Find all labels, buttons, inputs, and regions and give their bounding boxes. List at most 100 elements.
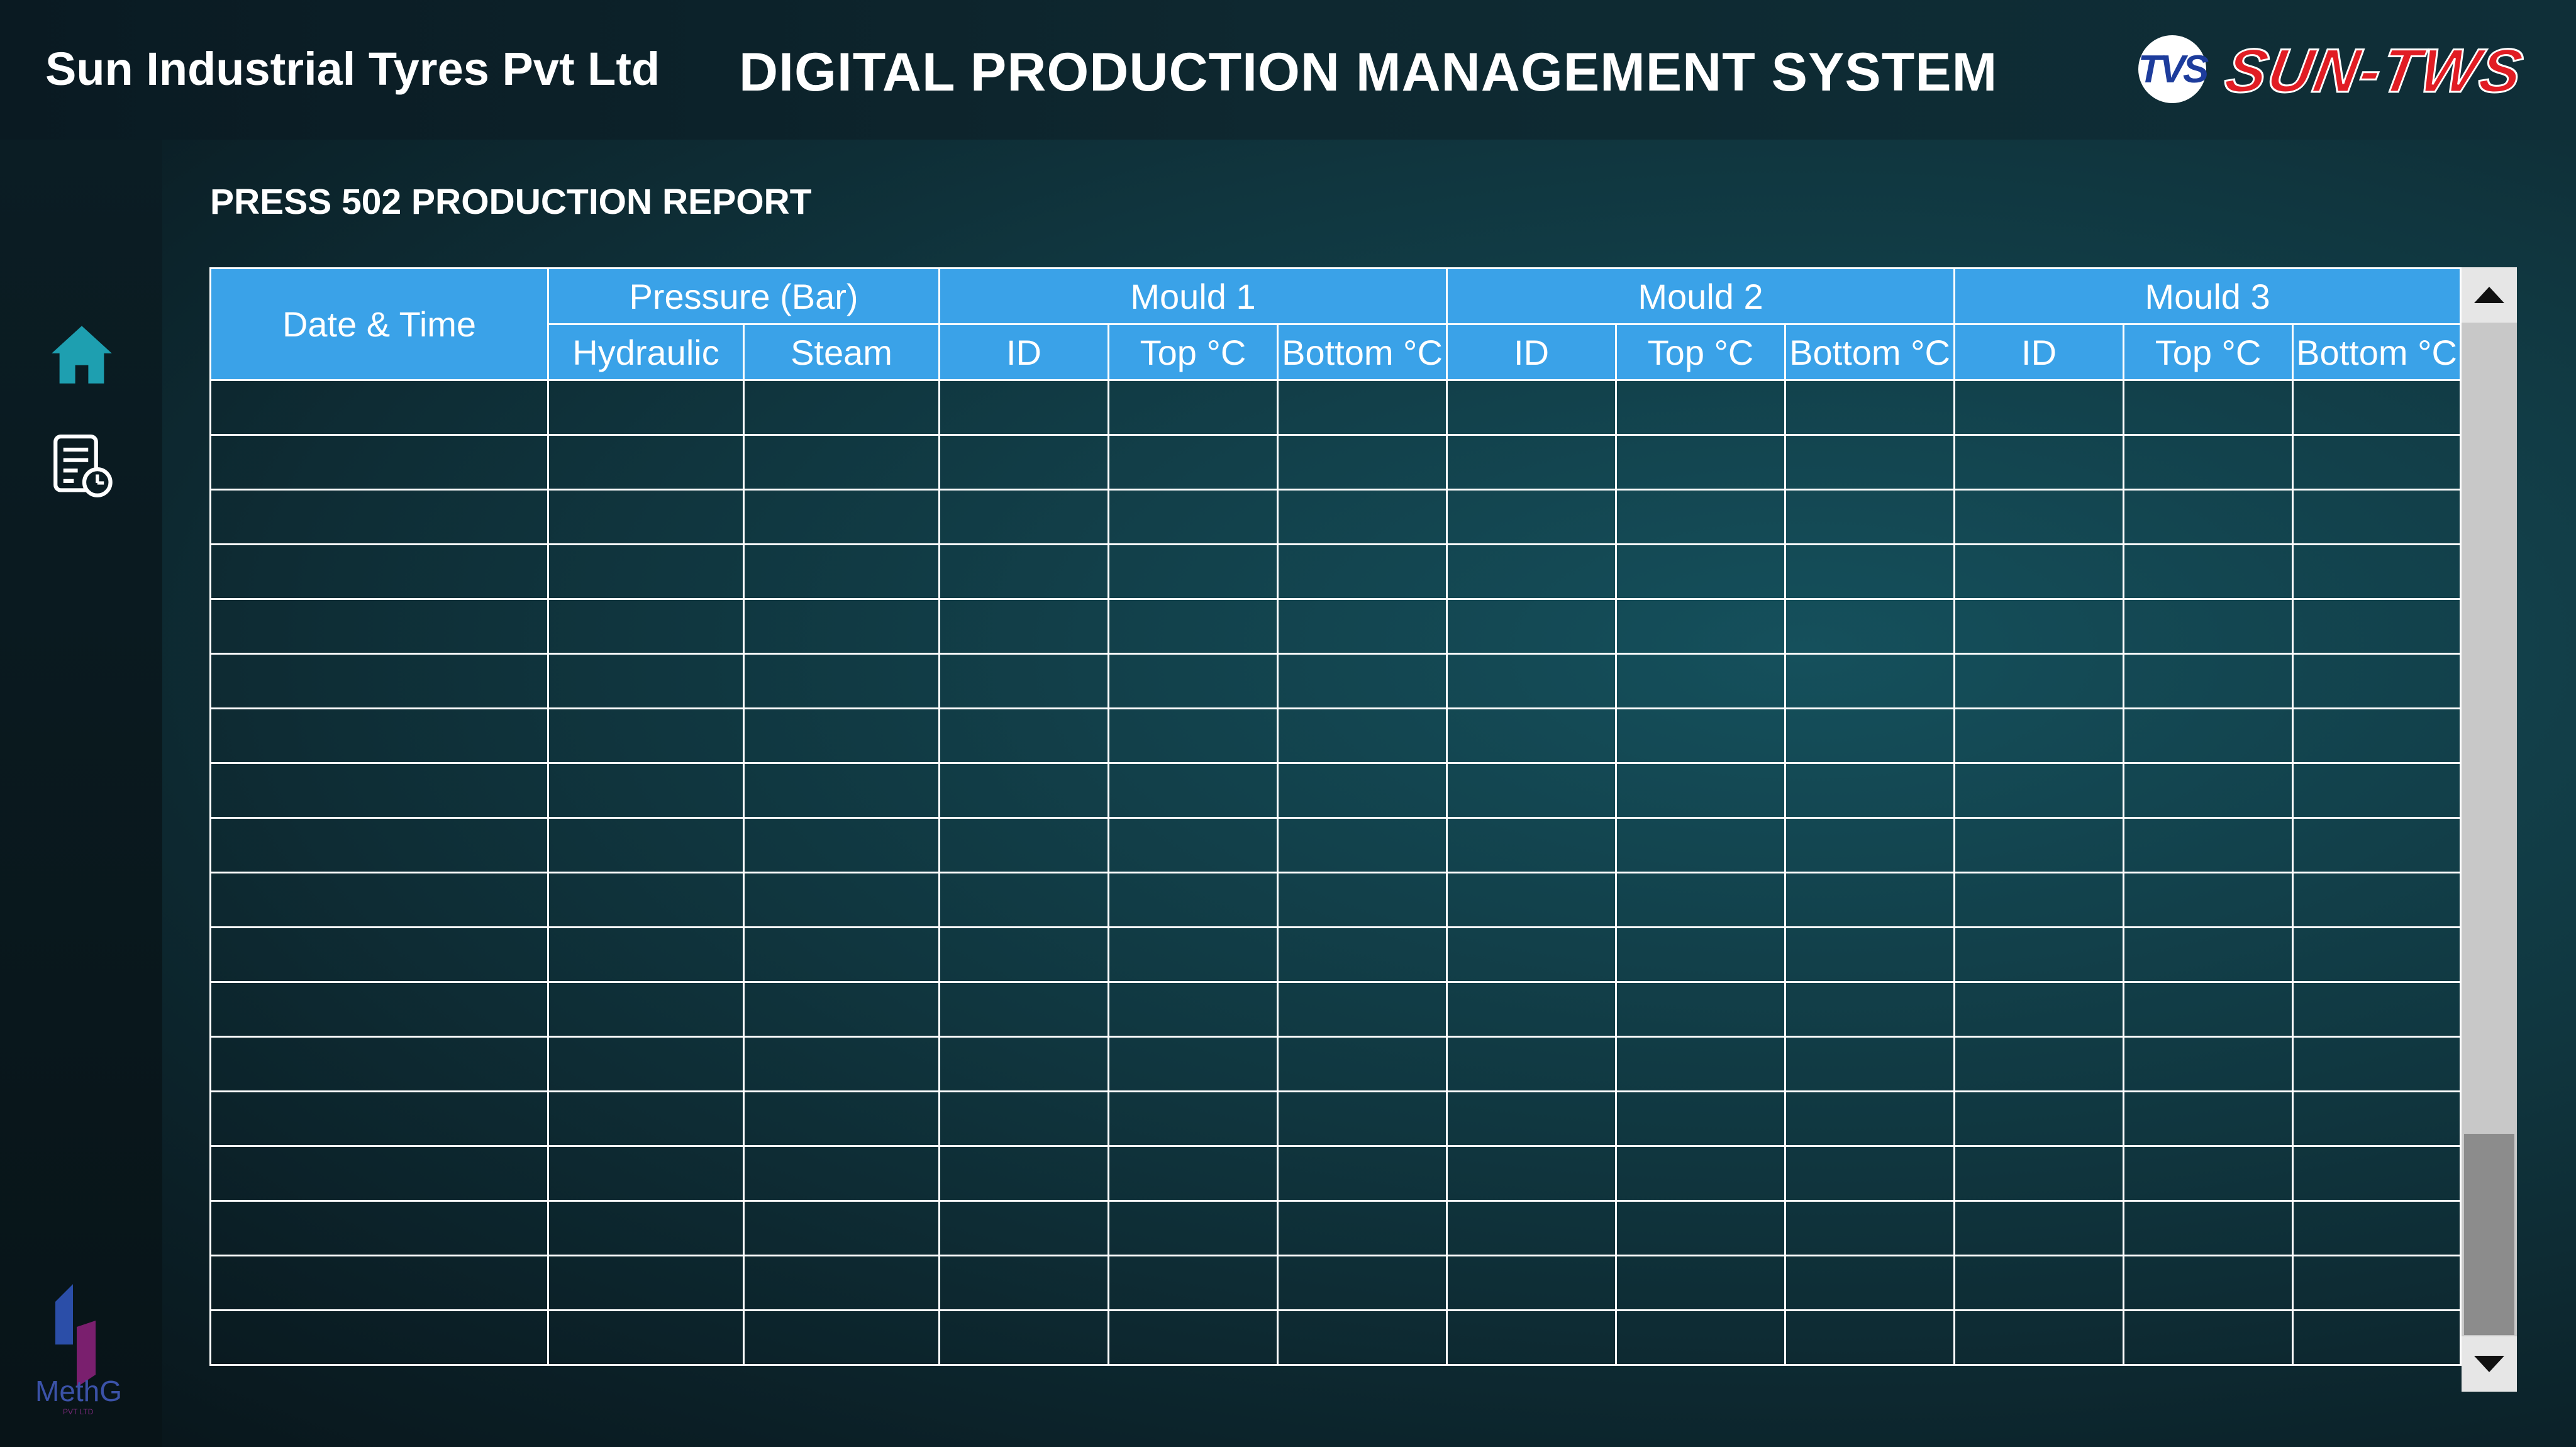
table-cell [1276,1200,1448,1256]
vertical-scrollbar[interactable] [2462,267,2517,1392]
table-cell [1784,1255,1956,1311]
table-cell [938,1090,1109,1147]
table-cell [209,872,549,928]
table-cell [1446,379,1618,436]
scrollbar-thumb[interactable] [2464,1134,2514,1335]
table-cell [1276,707,1448,764]
table-cell [209,543,549,600]
table-cell [1446,926,1618,983]
table-cell [938,872,1109,928]
table-cell [938,1036,1109,1092]
scroll-up-button[interactable] [2462,267,2517,323]
home-icon[interactable] [49,322,114,387]
report-title: PRESS 502 PRODUCTION REPORT [210,182,812,222]
table-cell [1953,817,2125,873]
arrow-up-icon [2474,287,2504,303]
table-cell [1615,489,1787,545]
table-row [209,434,2462,491]
table-cell [2123,653,2294,709]
table-cell [1615,1255,1787,1311]
table-row [209,1309,2462,1366]
table-cell [743,817,940,873]
table-row [209,653,2462,709]
table-cell [2123,981,2294,1038]
table-cell [209,1090,549,1147]
table-cell [2123,379,2294,436]
table-cell [1615,1036,1787,1092]
table-cell [209,926,549,983]
table-cell [1953,1145,2125,1202]
table-cell [1108,1090,1279,1147]
table-cell [2292,1255,2462,1311]
table-cell [1953,379,2125,436]
table-cell [743,981,940,1038]
table-cell [1953,926,2125,983]
table-cell [2292,653,2462,709]
table-cell [1953,1036,2125,1092]
table-cell [209,1309,549,1366]
table-cell [1953,1255,2125,1311]
table-cell [1953,653,2125,709]
table-cell [1784,1309,1956,1366]
methg-logo-subtext: PVT LTD [63,1407,94,1416]
table-cell [547,434,745,491]
table-cell [2123,1255,2294,1311]
table-cell [938,817,1109,873]
table-cell [2292,762,2462,819]
header-mould-2-id: ID [1446,323,1618,381]
scroll-down-button[interactable] [2462,1336,2517,1392]
table-cell [1784,981,1956,1038]
header-mould-2-bottom: Bottom °C [1784,323,1956,381]
table-cell [1276,981,1448,1038]
table-cell [2292,1036,2462,1092]
table-cell [1784,872,1956,928]
table-cell [2123,434,2294,491]
table-cell [2123,1090,2294,1147]
table-cell [1446,1145,1618,1202]
table-cell [1784,489,1956,545]
table-cell [209,598,549,655]
table-cell [1108,981,1279,1038]
table-cell [743,872,940,928]
table-row [209,872,2462,928]
header-mould-3-bottom: Bottom °C [2292,323,2462,381]
report-clock-icon[interactable] [52,434,117,499]
table-cell [2292,926,2462,983]
table-cell [1615,653,1787,709]
table-cell [1276,1145,1448,1202]
table-cell [1108,1145,1279,1202]
table-cell [1108,379,1279,436]
table-cell [1784,379,1956,436]
table-cell [2123,872,2294,928]
table-cell [938,1309,1109,1366]
table-cell [743,1255,940,1311]
table-cell [2292,379,2462,436]
table-cell [547,872,745,928]
table-cell [1615,926,1787,983]
methg-logo-icon [55,1284,96,1387]
table-cell [743,598,940,655]
table-cell [1615,707,1787,764]
table-cell [209,1145,549,1202]
production-report-table: Date & Time Pressure (Bar) Mould 1 Mould… [209,267,2462,1366]
table-cell [1108,1309,1279,1366]
header-mould-3: Mould 3 [1953,267,2462,325]
table-cell [2292,872,2462,928]
table-cell [1446,489,1618,545]
table-cell [743,1090,940,1147]
table-cell [743,762,940,819]
table-cell [1276,598,1448,655]
table-cell [1108,817,1279,873]
table-cell [1784,598,1956,655]
table-cell [2123,598,2294,655]
header-mould-3-id: ID [1953,323,2125,381]
table-cell [2123,707,2294,764]
table-cell [1446,598,1618,655]
methg-logo-text: MethG [35,1375,123,1407]
table-cell [2123,1309,2294,1366]
table-cell [1953,489,2125,545]
table-cell [1446,543,1618,600]
header-mould-1-bottom: Bottom °C [1276,323,1448,381]
table-cell [547,489,745,545]
table-cell [1446,1309,1618,1366]
